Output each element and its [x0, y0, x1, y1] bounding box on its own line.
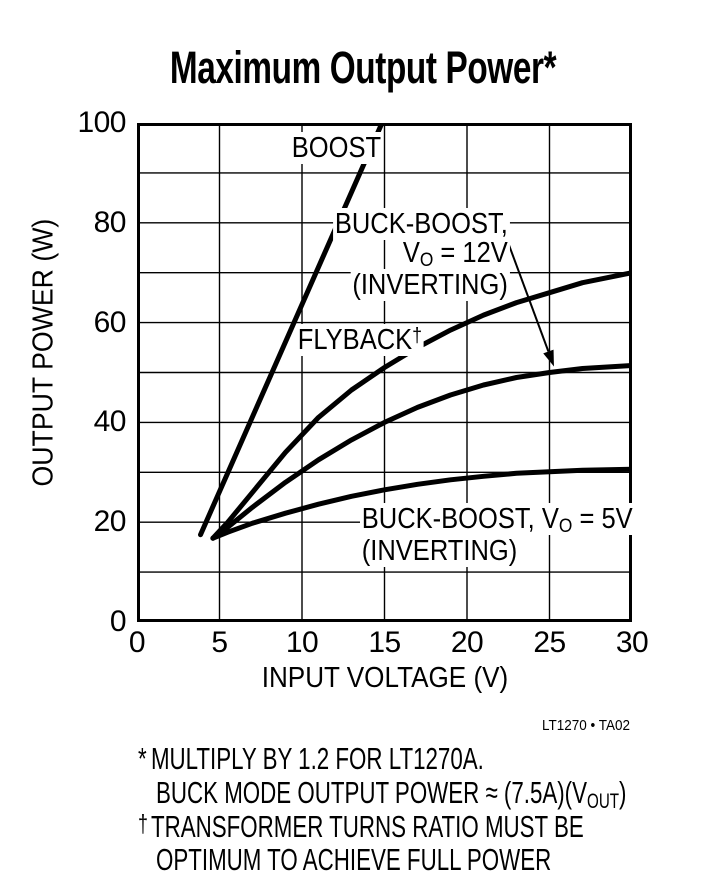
buck12-line1: BUCK-BOOST,: [333, 208, 510, 240]
subscript-o: O: [420, 249, 434, 272]
y-tick-label: 80: [93, 205, 127, 239]
annotation-arrow-head: [543, 349, 554, 367]
flyback-text: FLYBACK†: [296, 324, 424, 356]
curve-label-buck-boost-5v: BUCK-BOOST, VO = 5V (INVERTING): [360, 503, 635, 567]
footnote-star-line1: * MULTIPLY BY 1.2 FOR LT1270A.: [138, 741, 484, 776]
plot-border: [137, 123, 632, 622]
figure-code: LT1270 • TA02: [542, 717, 631, 734]
y-tick-label: 40: [93, 405, 127, 439]
asterisk-marker: *: [138, 741, 147, 776]
chart-title: Maximum Output Power*: [169, 42, 556, 93]
curve-buck-boost-12v: [210, 363, 632, 541]
curve-buck-boost-5v: [210, 466, 632, 541]
curve-boost: [198, 123, 385, 538]
dagger-marker: †: [138, 811, 148, 838]
subscript-out: OUT: [587, 789, 620, 813]
y-tick-label: 0: [109, 605, 127, 638]
x-axis-title-text: INPUT VOLTAGE (V): [261, 662, 508, 694]
x-axis-title: INPUT VOLTAGE (V): [137, 662, 632, 695]
plot-svg: [137, 123, 632, 622]
x-tick-label: 20: [450, 626, 484, 659]
x-tick-label: 30: [615, 626, 649, 659]
y-tick-label: 60: [93, 305, 127, 339]
curve-label-boost-text: BOOST: [290, 132, 383, 164]
buck5-line2: (INVERTING): [360, 535, 520, 567]
curve-label-flyback: FLYBACK†: [296, 324, 424, 358]
annotation-arrow-line: [502, 228, 550, 352]
y-axis-title: OUTPUT POWER (W): [27, 218, 60, 487]
dagger-superscript: †: [412, 324, 423, 347]
curve-flyback: [210, 270, 632, 541]
buck12-line2: VO = 12V: [401, 237, 510, 272]
buck5-line1: BUCK-BOOST, VO = 5V: [360, 503, 635, 538]
footnote-dagger-line2: OPTIMUM TO ACHIEVE FULL POWER: [156, 842, 552, 877]
y-tick-label: 20: [93, 505, 127, 539]
curve-label-boost: BOOST: [290, 132, 383, 164]
footnote-star-line2: BUCK MODE OUTPUT POWER ≈ (7.5A)(VOUT): [156, 775, 627, 813]
x-tick-label: 0: [128, 626, 146, 659]
x-tick-label: 10: [285, 626, 319, 659]
x-tick-label: 15: [368, 626, 401, 659]
x-tick-label: 5: [211, 626, 228, 659]
curve-label-buck-boost-12v: BUCK-BOOST, VO = 12V (INVERTING): [333, 208, 510, 301]
x-tick-label: 25: [533, 626, 566, 659]
footnote-dagger-line1: †TRANSFORMER TURNS RATIO MUST BE: [138, 809, 584, 844]
subscript-o: O: [558, 515, 573, 538]
buck12-line3: (INVERTING): [350, 269, 510, 301]
y-tick-label: 100: [77, 106, 126, 139]
